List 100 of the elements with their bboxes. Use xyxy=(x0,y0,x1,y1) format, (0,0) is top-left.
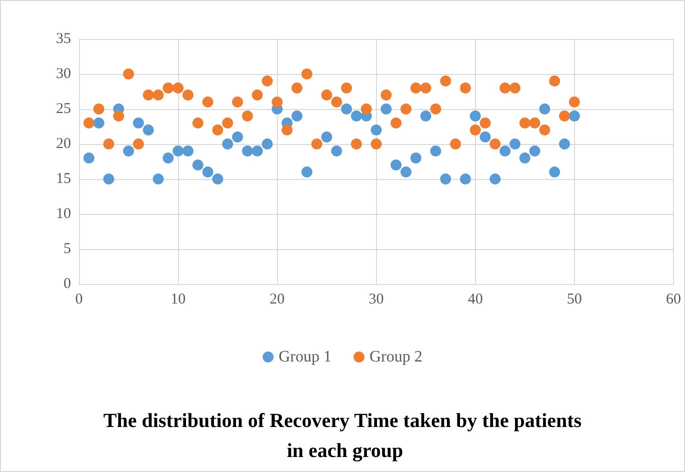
point xyxy=(529,118,540,128)
point xyxy=(559,110,570,122)
point xyxy=(291,82,302,94)
point xyxy=(182,90,194,100)
legend-label: Group 1 xyxy=(278,348,332,366)
point xyxy=(470,110,481,122)
point xyxy=(539,104,550,114)
point xyxy=(222,138,234,150)
point xyxy=(152,174,164,184)
point xyxy=(301,68,312,80)
y-tick-label: 0 xyxy=(64,276,71,292)
point xyxy=(390,160,402,170)
point xyxy=(212,124,224,136)
point xyxy=(103,138,114,150)
point xyxy=(113,110,124,122)
point xyxy=(142,124,154,136)
point xyxy=(410,82,422,94)
point xyxy=(440,174,452,184)
y-tick-label: 30 xyxy=(56,66,71,82)
point xyxy=(83,152,94,164)
point xyxy=(470,124,481,136)
point xyxy=(142,90,154,100)
point xyxy=(242,110,253,122)
text: The distribution of Recovery Time taken by the patients in each group xyxy=(103,410,582,462)
point xyxy=(242,146,253,156)
x-tick-label: 20 xyxy=(270,292,285,308)
point xyxy=(350,138,362,150)
point xyxy=(480,118,491,128)
y-tick-label: 20 xyxy=(56,136,71,152)
point xyxy=(103,174,114,184)
point xyxy=(519,118,530,128)
point xyxy=(172,82,184,94)
point xyxy=(430,104,442,114)
point xyxy=(440,76,452,86)
point xyxy=(222,118,234,128)
point xyxy=(420,110,432,122)
x-tick-label: 40 xyxy=(468,292,483,308)
point xyxy=(202,166,214,178)
point xyxy=(192,160,204,170)
point xyxy=(132,138,144,150)
point xyxy=(321,90,332,100)
point xyxy=(272,96,283,108)
point xyxy=(132,118,144,128)
point xyxy=(262,76,273,86)
x-tick-label: 30 xyxy=(368,292,384,308)
point xyxy=(331,96,342,108)
point xyxy=(123,68,134,80)
point xyxy=(301,166,312,178)
point xyxy=(182,146,194,156)
point xyxy=(162,82,174,94)
point xyxy=(212,174,224,184)
point xyxy=(282,124,293,136)
x-tick-label: 10 xyxy=(170,292,186,308)
y-tick-label: 10 xyxy=(56,206,71,222)
point xyxy=(410,152,422,164)
point xyxy=(568,110,580,122)
x-tick-label: 0 xyxy=(75,292,83,308)
point xyxy=(93,104,104,114)
point xyxy=(490,138,501,150)
x-tick-label: 50 xyxy=(566,292,582,308)
point xyxy=(529,146,540,156)
point xyxy=(331,146,342,156)
point xyxy=(162,152,174,164)
point xyxy=(311,138,322,150)
point xyxy=(500,146,511,156)
point xyxy=(192,118,204,128)
point xyxy=(549,166,560,178)
point xyxy=(559,138,570,150)
point xyxy=(232,96,244,108)
point xyxy=(321,132,332,142)
point xyxy=(460,174,471,184)
point xyxy=(380,104,392,114)
point xyxy=(252,146,263,156)
y-tick-label: 35 xyxy=(56,31,71,47)
point xyxy=(123,146,134,156)
point xyxy=(519,152,530,164)
point xyxy=(420,82,432,94)
point xyxy=(83,118,94,128)
point xyxy=(202,96,214,108)
point xyxy=(341,82,352,94)
point xyxy=(360,104,372,114)
point xyxy=(450,138,462,150)
point xyxy=(500,82,511,94)
point xyxy=(460,82,471,94)
point xyxy=(291,110,302,122)
point xyxy=(509,138,520,150)
point xyxy=(232,132,244,142)
point xyxy=(400,104,412,114)
y-tick-label: 25 xyxy=(56,101,71,117)
point xyxy=(370,124,382,136)
point xyxy=(509,82,520,94)
point xyxy=(152,90,164,100)
point xyxy=(380,90,392,100)
point xyxy=(252,90,263,100)
point xyxy=(480,132,491,142)
point xyxy=(172,146,184,156)
point xyxy=(262,138,273,150)
point xyxy=(430,146,442,156)
legend-label: Group 2 xyxy=(370,348,422,366)
point xyxy=(568,96,580,108)
